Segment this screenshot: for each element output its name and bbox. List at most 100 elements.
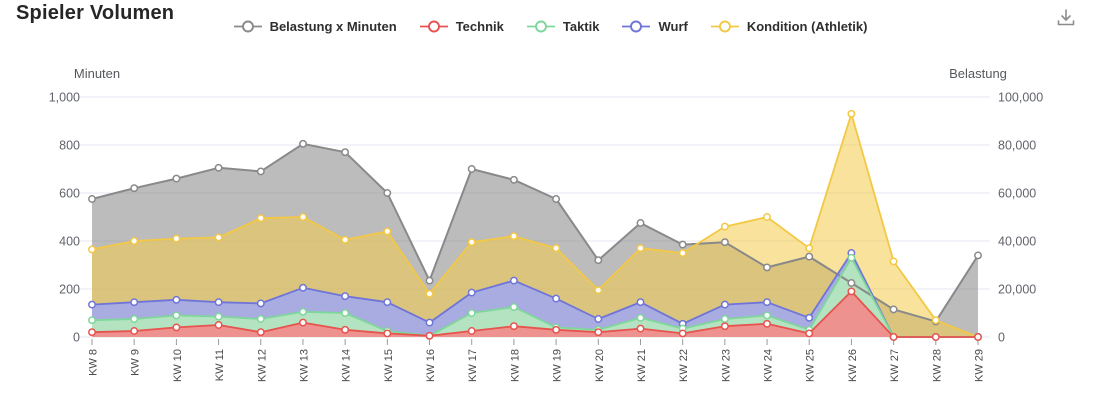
chart-point[interactable] bbox=[720, 222, 729, 231]
chart-point[interactable] bbox=[425, 276, 434, 285]
chart-point[interactable] bbox=[509, 175, 518, 184]
chart-point[interactable] bbox=[88, 245, 96, 254]
chart-point[interactable] bbox=[383, 329, 392, 338]
chart-point[interactable] bbox=[172, 234, 181, 243]
download-button[interactable] bbox=[1052, 6, 1080, 32]
chart-point[interactable] bbox=[256, 315, 265, 323]
chart-point[interactable] bbox=[383, 189, 392, 197]
chart-point[interactable] bbox=[299, 318, 307, 327]
chart-point[interactable] bbox=[467, 238, 476, 247]
chart-point[interactable] bbox=[594, 286, 603, 295]
chart-point[interactable] bbox=[383, 298, 392, 307]
chart-point[interactable] bbox=[974, 251, 982, 260]
chart-point[interactable] bbox=[341, 309, 350, 317]
chart-point[interactable] bbox=[678, 329, 687, 338]
chart-point[interactable] bbox=[88, 195, 96, 203]
chart-point[interactable] bbox=[467, 327, 476, 335]
chart-point[interactable] bbox=[889, 257, 898, 266]
chart-point[interactable] bbox=[214, 163, 223, 172]
chart-point[interactable] bbox=[889, 305, 898, 314]
legend-item-taktik[interactable]: Taktik bbox=[526, 19, 599, 34]
chart-point[interactable] bbox=[467, 288, 476, 297]
chart-point[interactable] bbox=[130, 184, 139, 193]
chart-point[interactable] bbox=[467, 165, 476, 173]
chart-point[interactable] bbox=[130, 327, 139, 335]
chart-point[interactable] bbox=[214, 233, 223, 242]
chart-point[interactable] bbox=[256, 167, 265, 176]
chart-point[interactable] bbox=[847, 253, 856, 262]
chart-point[interactable] bbox=[552, 294, 561, 303]
chart-point[interactable] bbox=[256, 328, 265, 337]
chart-point[interactable] bbox=[256, 214, 265, 223]
chart-point[interactable] bbox=[805, 313, 814, 322]
chart-point[interactable] bbox=[383, 227, 392, 236]
chart-point[interactable] bbox=[88, 316, 96, 325]
chart-point[interactable] bbox=[636, 298, 645, 307]
chart-point[interactable] bbox=[341, 292, 350, 301]
chart-point[interactable] bbox=[509, 303, 518, 311]
chart-point[interactable] bbox=[763, 298, 771, 307]
chart-point[interactable] bbox=[847, 279, 856, 287]
chart-point[interactable] bbox=[847, 287, 856, 296]
chart-point[interactable] bbox=[214, 298, 223, 307]
chart-point[interactable] bbox=[974, 333, 982, 341]
legend-item-kondition-athletik[interactable]: Kondition (Athletik) bbox=[710, 19, 867, 34]
chart-point[interactable] bbox=[509, 322, 518, 331]
chart-point[interactable] bbox=[509, 232, 518, 241]
chart-point[interactable] bbox=[214, 321, 223, 329]
chart-point[interactable] bbox=[931, 316, 940, 325]
chart-point[interactable] bbox=[341, 148, 350, 157]
chart-point[interactable] bbox=[720, 315, 729, 323]
chart-point[interactable] bbox=[931, 333, 940, 341]
chart-point[interactable] bbox=[636, 244, 645, 253]
chart-point[interactable] bbox=[299, 139, 307, 148]
chart-point[interactable] bbox=[636, 324, 645, 333]
chart-point[interactable] bbox=[299, 307, 307, 316]
chart-point[interactable] bbox=[636, 313, 645, 322]
chart-point[interactable] bbox=[88, 328, 96, 337]
chart-point[interactable] bbox=[130, 315, 139, 323]
chart-point[interactable] bbox=[509, 276, 518, 285]
chart-point[interactable] bbox=[805, 329, 814, 338]
chart-point[interactable] bbox=[172, 174, 181, 183]
chart-point[interactable] bbox=[341, 235, 350, 244]
chart-point[interactable] bbox=[763, 263, 771, 272]
chart-point[interactable] bbox=[720, 238, 729, 247]
chart-point[interactable] bbox=[594, 315, 603, 323]
chart-point[interactable] bbox=[847, 109, 856, 118]
chart-point[interactable] bbox=[552, 244, 561, 253]
chart-point[interactable] bbox=[425, 289, 434, 298]
chart-point[interactable] bbox=[425, 318, 434, 327]
chart-point[interactable] bbox=[763, 319, 771, 328]
chart-point[interactable] bbox=[763, 213, 771, 221]
chart-point[interactable] bbox=[467, 309, 476, 317]
chart-point[interactable] bbox=[720, 322, 729, 331]
chart-point[interactable] bbox=[214, 312, 223, 321]
chart-point[interactable] bbox=[720, 300, 729, 309]
legend-item-belastung-x-minuten[interactable]: Belastung x Minuten bbox=[233, 19, 397, 34]
chart-point[interactable] bbox=[299, 283, 307, 292]
chart-point[interactable] bbox=[172, 323, 181, 332]
chart-point[interactable] bbox=[552, 325, 561, 334]
chart-point[interactable] bbox=[636, 219, 645, 227]
chart-point[interactable] bbox=[889, 333, 898, 341]
chart-point[interactable] bbox=[594, 328, 603, 337]
chart-point[interactable] bbox=[763, 311, 771, 320]
chart-point[interactable] bbox=[172, 311, 181, 320]
chart-point[interactable] bbox=[678, 249, 687, 257]
chart-point[interactable] bbox=[594, 256, 603, 265]
chart-point[interactable] bbox=[805, 244, 814, 253]
chart-point[interactable] bbox=[552, 195, 561, 203]
chart-point[interactable] bbox=[88, 300, 96, 309]
chart-point[interactable] bbox=[341, 325, 350, 334]
chart-point[interactable] bbox=[172, 295, 181, 304]
chart-point[interactable] bbox=[130, 298, 139, 307]
chart-point[interactable] bbox=[678, 240, 687, 249]
chart-point[interactable] bbox=[425, 331, 434, 340]
chart-point[interactable] bbox=[256, 299, 265, 308]
chart-point[interactable] bbox=[299, 213, 307, 221]
legend-item-technik[interactable]: Technik bbox=[419, 19, 504, 34]
chart-point[interactable] bbox=[805, 252, 814, 261]
chart-point[interactable] bbox=[130, 237, 139, 245]
